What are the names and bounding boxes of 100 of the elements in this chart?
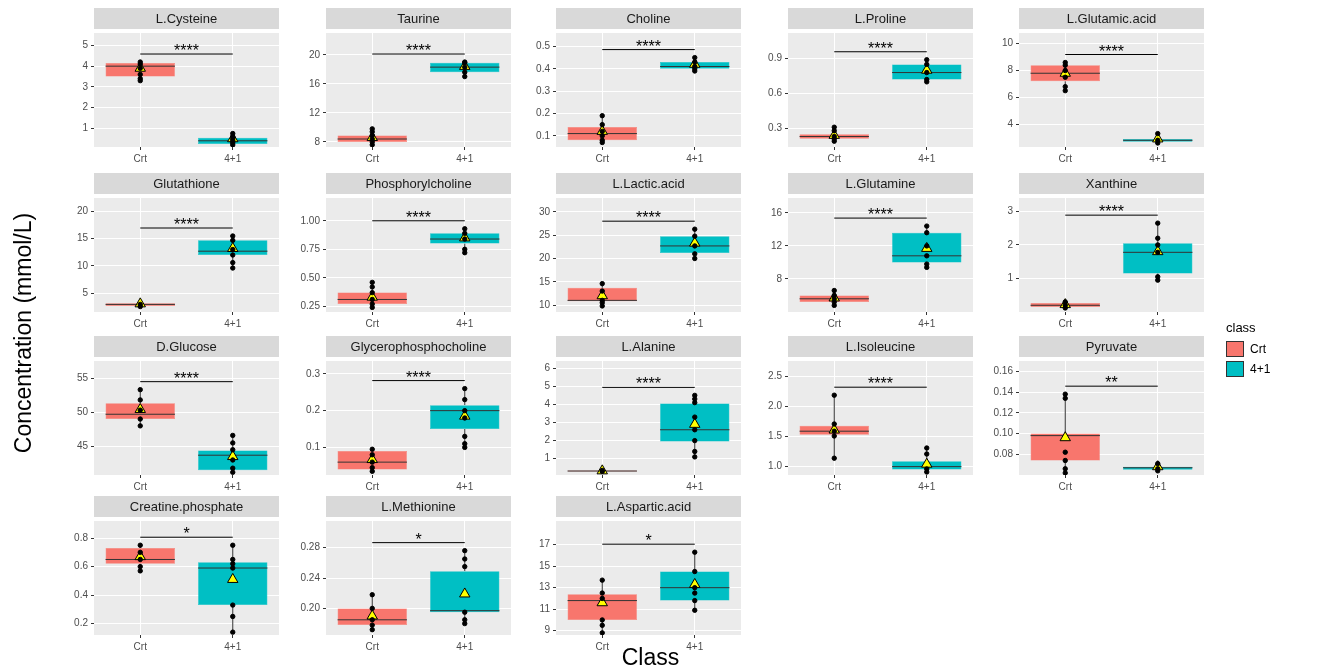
y-tick-label: 1.0 [768,459,783,471]
y-tick-label: 25 [538,228,551,240]
chart-title: L.Glutamine [845,175,916,191]
y-tick-label: 30 [538,205,551,217]
y-tick-label: 15 [76,232,89,244]
chart-title: Choline [626,10,671,26]
x-tick-label: Crt [595,152,610,164]
x-tick-label: 4+1 [1149,152,1167,164]
y-tick-label: 20 [76,205,89,217]
x-tick-label: Crt [365,480,380,492]
x-tick-label: 4+1 [456,640,474,652]
x-tick-label: Crt [365,640,380,652]
chart-title: Glutathione [153,175,220,191]
x-tick-label: 4+1 [686,317,704,329]
annotation: **** [636,375,661,393]
x-tick-label: Crt [1058,480,1073,492]
chart-title: Creatine.phosphate [129,498,244,514]
y-tick-label: 0.9 [768,52,783,64]
y-tick-label: 45 [76,440,89,452]
y-tick-label: 16 [770,206,783,218]
y-tick-label: 11 [539,602,551,614]
y-tick-label: 3 [82,80,89,92]
chart-title: L.Alanine [621,338,676,354]
y-tick-label: 0.4 [536,62,551,74]
legend-label: 4+1 [1250,362,1271,376]
y-tick-label: 10 [76,259,89,271]
chart-title: L.Cysteine [155,10,218,26]
x-tick-label: Crt [133,640,148,652]
y-tick-label: 8 [776,272,783,284]
y-tick-label: 2 [82,101,89,113]
y-tick-label: 2 [544,434,551,446]
y-tick-label: 0.3 [536,84,551,96]
y-tick-label: 15 [538,275,551,287]
y-tick-label: 12 [770,239,783,251]
y-axis-title: Concentration (mmol/L) [10,212,37,454]
x-tick-label: 4+1 [686,480,704,492]
y-tick-label: 0.25 [300,300,321,312]
x-tick-label: 4+1 [456,480,474,492]
annotation: **** [636,37,661,55]
x-tick-label: Crt [595,317,610,329]
annotation: **** [406,42,431,60]
y-tick-label: 0.50 [300,271,321,283]
chart-title: Pyruvate [1085,338,1138,354]
x-tick-label: Crt [133,317,148,329]
y-tick-label: 0.16 [993,365,1014,377]
x-tick-label: 4+1 [1149,317,1167,329]
y-tick-label: 13 [538,581,551,593]
y-tick-label: 16 [308,77,321,89]
chart-title: D.Glucose [156,338,217,354]
y-tick-label: 0.2 [74,617,89,629]
x-tick-label: Crt [827,317,842,329]
x-tick-label: Crt [365,152,380,164]
annotation: * [415,530,422,548]
y-tick-label: 0.10 [993,427,1014,439]
annotation: **** [406,208,431,226]
x-tick-label: Crt [365,317,380,329]
y-tick-label: 5 [544,380,551,392]
y-tick-label: 0.75 [300,243,321,255]
x-tick-label: 4+1 [686,152,704,164]
y-tick-label: 0.5 [536,40,551,52]
y-tick-label: 1 [544,452,551,464]
x-tick-label: 4+1 [224,317,242,329]
x-tick-label: 4+1 [456,152,474,164]
y-tick-label: 10 [1001,37,1014,49]
y-tick-label: 0.2 [536,107,551,119]
chart-title: L.Isoleucine [845,338,916,354]
x-tick-label: 4+1 [224,152,242,164]
y-tick-label: 0.14 [993,385,1014,397]
annotation: * [645,532,652,550]
annotation: **** [174,42,199,60]
x-axis-title: Class [621,644,680,670]
y-tick-label: 4 [544,398,551,410]
y-tick-label: 5 [82,286,89,298]
y-tick-label: 8 [1007,64,1014,76]
y-tick-label: 4 [1007,117,1014,129]
x-tick-label: Crt [133,480,148,492]
annotation: **** [868,375,893,393]
y-tick-label: 6 [544,361,551,373]
y-tick-label: 55 [76,371,89,383]
y-tick-label: 1 [82,122,89,134]
annotation: **** [1099,203,1124,221]
annotation: * [183,525,190,543]
x-tick-label: 4+1 [918,317,936,329]
legend-label: Crt [1250,342,1266,356]
y-tick-label: 0.12 [993,406,1014,418]
y-tick-label: 1.00 [300,214,321,226]
y-tick-label: 0.28 [300,541,321,553]
y-tick-label: 20 [308,48,321,60]
chart-title: L.Proline [854,10,907,26]
y-tick-label: 2.5 [768,369,783,381]
x-tick-label: Crt [827,152,842,164]
x-tick-label: 4+1 [686,640,704,652]
x-tick-label: Crt [1058,152,1073,164]
y-tick-label: 0.20 [300,602,321,614]
chart-title: L.Aspartic.acid [605,498,692,514]
x-tick-label: 4+1 [918,152,936,164]
y-tick-label: 0.1 [306,441,321,453]
x-tick-label: 4+1 [224,640,242,652]
x-tick-label: 4+1 [918,480,936,492]
y-tick-label: 10 [538,298,551,310]
